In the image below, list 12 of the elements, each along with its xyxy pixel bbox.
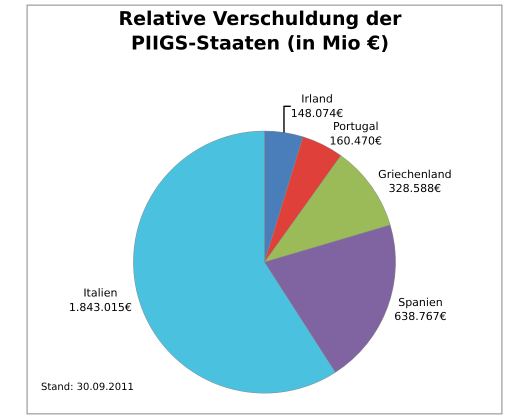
slice-label: Spanien xyxy=(398,296,443,309)
chart-title: Relative Verschuldung der PIIGS-Staaten (in Mio €) xyxy=(118,8,402,55)
data-label: 148.074€ xyxy=(290,107,344,120)
data-label: 638.767€ xyxy=(394,310,447,324)
text: Stand: 30.09.2011 xyxy=(41,382,134,393)
data-label: 328.588€ xyxy=(388,182,442,196)
data-label: 160.470€ xyxy=(330,134,382,148)
data-label: 1.843.015€ xyxy=(68,300,132,314)
slice-label: Italien xyxy=(83,286,118,300)
slice-label: Portugal xyxy=(332,120,379,134)
slice-label: Griechenland xyxy=(378,168,452,181)
slice-label: Irland xyxy=(301,92,333,106)
